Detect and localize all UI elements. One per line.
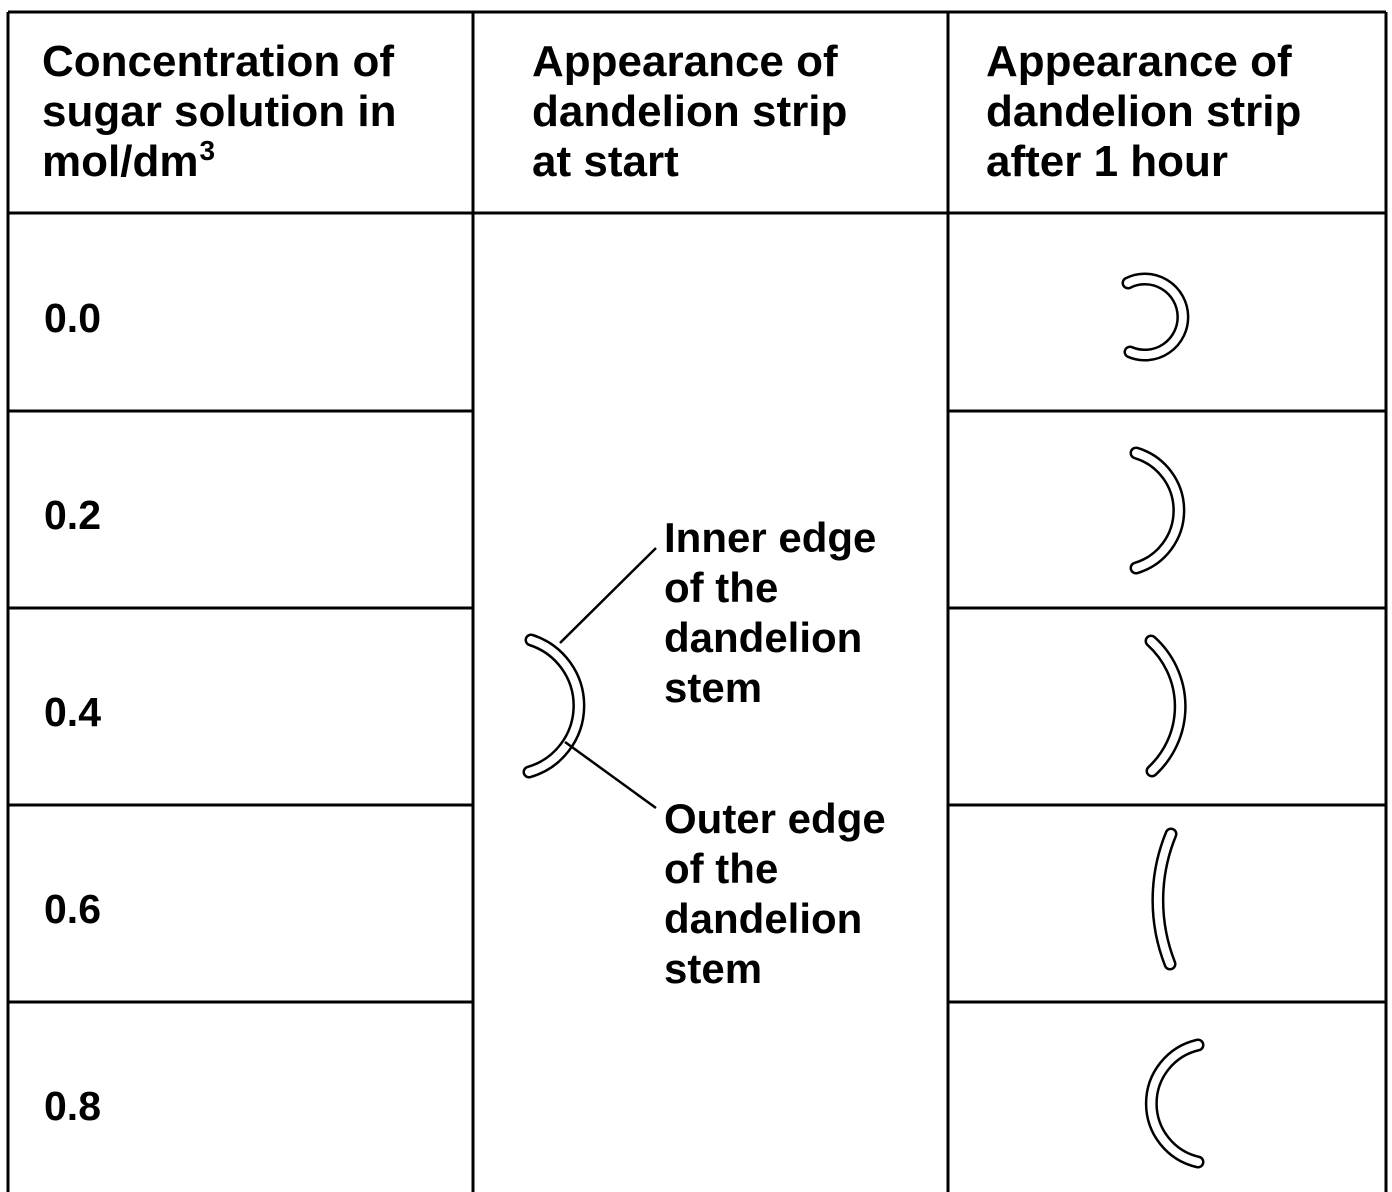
outer-edge-label: Outer edge [664, 795, 886, 842]
header-text: mol/dm [42, 137, 198, 186]
concentration: 0.2 [44, 492, 101, 538]
outer-edge-label: stem [664, 945, 762, 992]
inner-edge-label: Inner edge [664, 514, 876, 561]
concentration: 0.8 [44, 1083, 101, 1129]
concentration: 0.4 [44, 689, 101, 735]
table-grid [6, 10, 1388, 1192]
header-text: Concentration of [42, 37, 394, 86]
inner-edge-label: stem [664, 664, 762, 711]
inner-edge-label: dandelion [664, 614, 862, 661]
outer-edge-label: dandelion [664, 895, 862, 942]
concentration: 0.0 [44, 295, 101, 341]
header-text: after 1 hour [986, 137, 1228, 186]
result-strips [1121, 272, 1205, 1169]
concentration: 0.6 [44, 886, 101, 932]
header-text: dandelion strip [986, 87, 1301, 136]
header-text: sugar solution in [42, 87, 396, 136]
inner-edge-label: of the [664, 564, 778, 611]
header-text: Appearance of [986, 37, 1292, 86]
outer-edge-label: of the [664, 845, 778, 892]
header-superscript: 3 [199, 135, 215, 166]
start-strip [522, 547, 657, 810]
header-text: Appearance of [532, 37, 838, 86]
header-text: at start [532, 137, 679, 186]
header-text: dandelion strip [532, 87, 847, 136]
